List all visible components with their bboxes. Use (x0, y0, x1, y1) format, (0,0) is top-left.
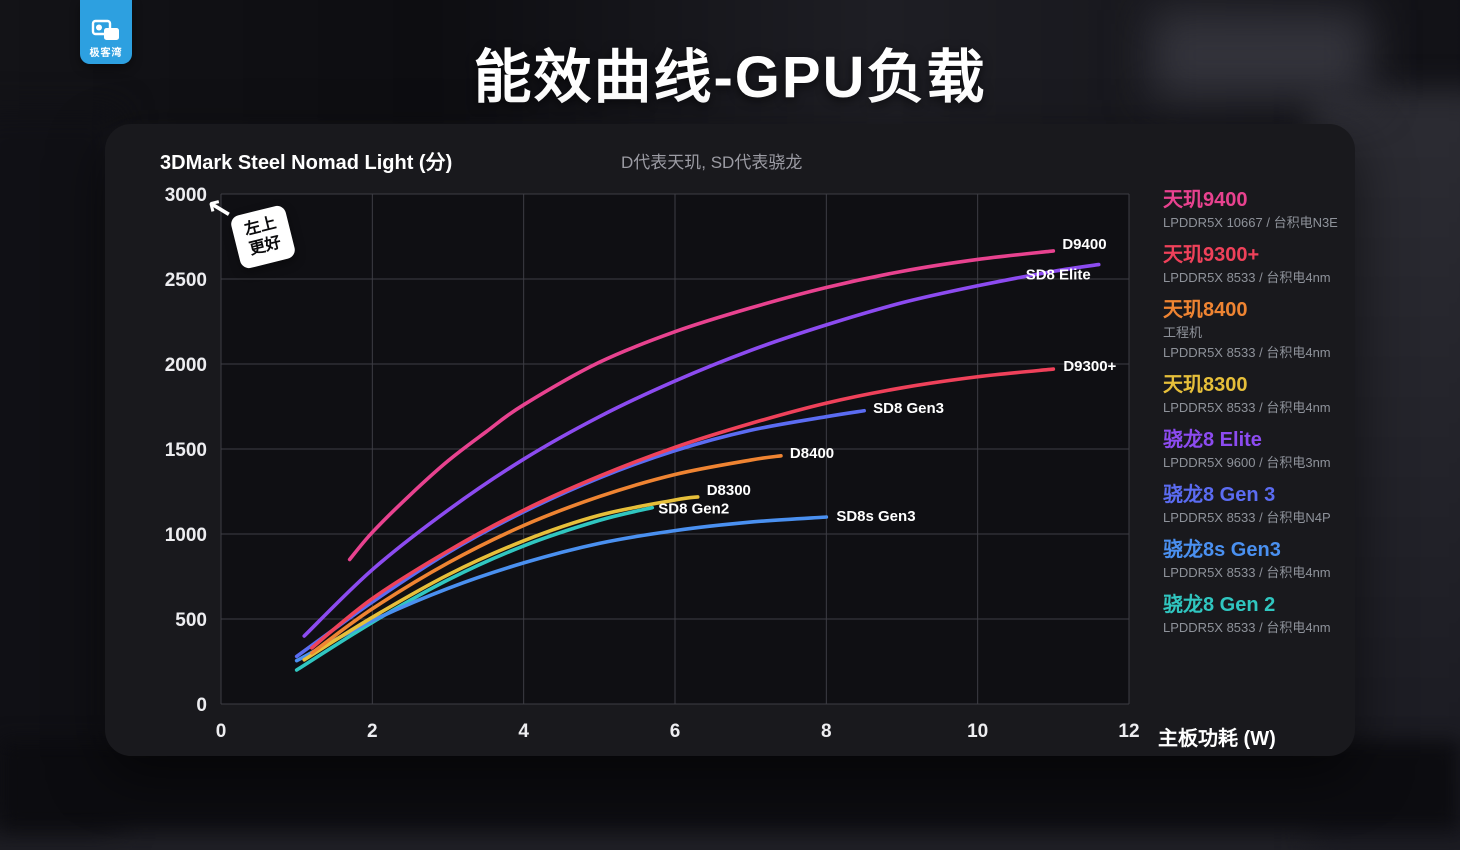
legend: 天玑9400 LPDDR5X 10667 / 台积电N3E 天玑9300+ LP… (1163, 190, 1355, 636)
y-tick-label: 1000 (165, 525, 207, 546)
series-curve-SD8 Elite (302, 262, 1101, 638)
series-curve-SD8 Gen2 (294, 505, 655, 672)
legend-item-d8300: 天玑8300 LPDDR5X 8533 / 台积电4nm (1163, 375, 1355, 416)
page-title: 能效曲线-GPU负载 (473, 45, 987, 110)
legend-item-sd8-gen2: 骁龙8 Gen 2 LPDDR5X 8533 / 台积电4nm (1163, 595, 1355, 636)
x-tick-label: 4 (518, 721, 529, 742)
series-curve-D8400 (310, 454, 783, 655)
y-tick-label: 2000 (165, 355, 207, 376)
line-chart: 0 2 4 6 8 10 12 0 500 1000 1500 2000 2500 3000 SD8 Gen… (165, 185, 1140, 742)
chart-subtitle: D代表天玑, SD代表骁龙 (621, 153, 803, 172)
legend-item-name: 天玑8400 (1163, 299, 1248, 321)
legend-item-name: 骁龙8 Elite (1163, 429, 1262, 451)
series-curve-SD8s Gen3 (294, 515, 829, 663)
legend-item-name: 骁龙8 Gen 2 (1163, 594, 1276, 616)
series-curve-D9400 (347, 249, 1056, 562)
series-label-SD8s Gen3: SD8s Gen3 (836, 508, 915, 525)
legend-item-name: 天玑8300 (1163, 374, 1248, 396)
series-label-D9300+: D9300+ (1063, 358, 1116, 375)
series-label-D9400: D9400 (1062, 236, 1106, 253)
legend-item-spec: LPDDR5X 10667 / 台积电N3E (1163, 215, 1338, 230)
series-label-D8300: D8300 (707, 482, 751, 499)
background-blur-blob (1150, 10, 1370, 100)
legend-item-spec: LPDDR5X 8533 / 台积电4nm (1163, 620, 1331, 635)
legend-item-spec: LPDDR5X 8533 / 台积电4nm (1163, 400, 1331, 415)
legend-item-spec: LPDDR5X 8533 / 台积电4nm (1163, 565, 1331, 580)
y-tick-label: 3000 (165, 185, 207, 206)
y-tick-label: 2500 (165, 270, 207, 291)
legend-item-spec: LPDDR5X 8533 / 台积电4nm (1163, 270, 1331, 285)
y-tick-label: 1500 (165, 440, 207, 461)
geekerwan-logo: 极客湾 (80, 0, 132, 64)
x-tick-label: 8 (821, 721, 832, 742)
legend-item-spec: 工程机 (1163, 325, 1203, 340)
background-blur-left (0, 110, 120, 830)
legend-item-name: 骁龙8 Gen 3 (1163, 484, 1276, 506)
legend-item-sd8s-gen3: 骁龙8s Gen3 LPDDR5X 8533 / 台积电4nm (1163, 540, 1355, 581)
y-tick-label: 500 (175, 610, 207, 631)
y-tick-label: 0 (196, 695, 207, 716)
chart-title: 3DMark Steel Nomad Light (分) (160, 152, 453, 174)
series-label-SD8 Gen3: SD8 Gen3 (873, 400, 944, 417)
legend-item-name: 骁龙8s Gen3 (1163, 539, 1281, 561)
chart-panel: 3DMark Steel Nomad Light (分) D代表天玑, SD代表… (105, 124, 1355, 756)
legend-item-spec: LPDDR5X 8533 / 台积电4nm (1163, 345, 1331, 360)
x-tick-label: 6 (670, 721, 681, 742)
legend-item-sd8-elite: 骁龙8 Elite LPDDR5X 9600 / 台积电3nm (1163, 430, 1355, 471)
legend-item-d8400: 天玑8400 工程机 LPDDR5X 8533 / 台积电4nm (1163, 300, 1355, 361)
geekerwan-logo-text: 极客湾 (89, 48, 123, 59)
legend-item-sd8-gen3: 骁龙8 Gen 3 LPDDR5X 8533 / 台积电N4P (1163, 485, 1355, 526)
x-axis-label: 主板功耗 (W) (1158, 728, 1276, 750)
legend-item-spec: LPDDR5X 9600 / 台积电3nm (1163, 455, 1331, 470)
series-curve-D9300+ (310, 367, 1056, 650)
x-tick-label: 10 (967, 721, 988, 742)
legend-item-name: 天玑9400 (1163, 189, 1248, 211)
series-label-SD8 Gen2: SD8 Gen2 (658, 501, 729, 518)
series-label-SD8 Elite: SD8 Elite (1026, 267, 1091, 284)
x-tick-label: 2 (367, 721, 378, 742)
geekerwan-logo-icon (91, 19, 119, 40)
x-tick-label: 0 (216, 721, 227, 742)
legend-item-d9300plus: 天玑9300+ LPDDR5X 8533 / 台积电4nm (1163, 245, 1355, 286)
series-label-D8400: D8400 (790, 445, 834, 462)
legend-item-d9400: 天玑9400 LPDDR5X 10667 / 台积电N3E (1163, 190, 1355, 231)
legend-item-name: 天玑9300+ (1163, 244, 1260, 266)
series-curve-D8300 (302, 495, 700, 662)
legend-item-spec: LPDDR5X 8533 / 台积电N4P (1163, 510, 1331, 525)
x-tick-label: 12 (1118, 721, 1139, 742)
